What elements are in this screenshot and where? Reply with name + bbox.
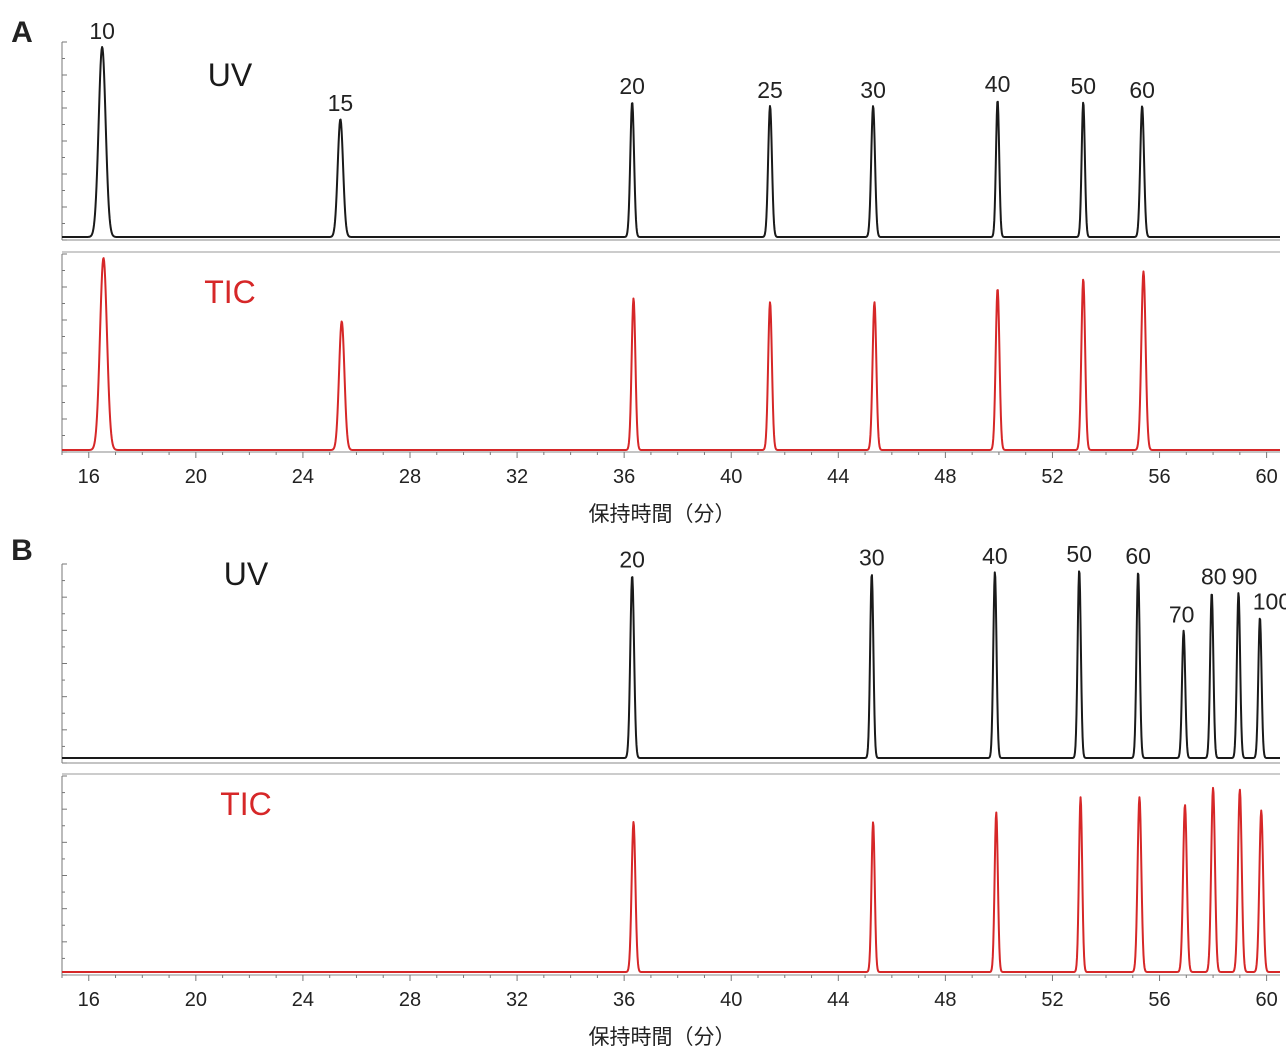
x-axis-title: 保持時間（分）	[589, 1025, 736, 1049]
x-tick-label: 20	[185, 989, 207, 1011]
series-line-tic	[61, 257, 1281, 451]
peak-label: 70	[1169, 602, 1195, 628]
x-tick-label: 52	[1041, 989, 1063, 1011]
x-tick-label: 56	[1148, 989, 1170, 1011]
x-tick-label: 16	[78, 466, 100, 488]
peak-label: 50	[1066, 541, 1092, 567]
panel-a: A UV 10 15 20 25 30 40 50 60 TIC 16 20 24 28 32 36 40 44 48…	[11, 16, 1281, 526]
x-tick-label: 16	[78, 989, 100, 1011]
x-axis: 16 20 24 28 32 36 40 44 48 52 56 60 保持時間（分）	[61, 452, 1278, 526]
trace-tic: TIC	[61, 773, 1281, 976]
peak-label: 40	[985, 71, 1011, 97]
peak-label: 50	[1070, 73, 1096, 99]
peak-label: 60	[1129, 77, 1155, 103]
peak-label: 25	[757, 77, 783, 103]
x-axis-title: 保持時間（分）	[589, 502, 736, 526]
x-tick-label: 32	[506, 466, 528, 488]
peak-label: 30	[860, 77, 886, 103]
x-tick-label: 24	[292, 989, 314, 1011]
panel-letter: A	[11, 16, 33, 49]
series-line-uv	[61, 46, 1281, 238]
series-label: UV	[208, 57, 253, 93]
peak-label: 60	[1125, 543, 1151, 569]
series-label: UV	[224, 556, 269, 592]
peak-label: 15	[328, 90, 354, 116]
x-axis: 16 20 24 28 32 36 40 44 48 52 56 60 保持時間（分）	[61, 975, 1278, 1049]
series-label: TIC	[204, 274, 256, 310]
x-tick-label: 60	[1255, 989, 1277, 1011]
peak-label: 80	[1201, 564, 1227, 590]
series-line-tic	[61, 786, 1281, 973]
peak-label: 40	[982, 543, 1008, 569]
peak-label: 100	[1253, 588, 1286, 614]
trace-uv: UV 10 15 20 25 30 40 50 60	[61, 18, 1281, 241]
trace-tic: TIC	[61, 251, 1281, 453]
series-line-uv	[61, 570, 1281, 759]
x-tick-label: 36	[613, 466, 635, 488]
x-tick-label: 40	[720, 466, 742, 488]
x-tick-label: 56	[1148, 466, 1170, 488]
x-tick-label: 24	[292, 466, 314, 488]
peak-label: 10	[89, 18, 115, 44]
series-label: TIC	[220, 786, 272, 822]
x-tick-label: 36	[613, 989, 635, 1011]
peak-label: 30	[859, 545, 885, 571]
panel-letter: B	[11, 534, 33, 567]
x-tick-label: 60	[1255, 466, 1277, 488]
x-tick-label: 44	[827, 989, 849, 1011]
x-tick-label: 40	[720, 989, 742, 1011]
x-tick-label: 48	[934, 466, 956, 488]
x-tick-label: 52	[1041, 466, 1063, 488]
peak-label: 90	[1232, 564, 1258, 590]
x-tick-label: 20	[185, 466, 207, 488]
x-tick-label: 28	[399, 466, 421, 488]
peak-label: 20	[619, 547, 645, 573]
x-tick-label: 28	[399, 989, 421, 1011]
x-tick-label: 32	[506, 989, 528, 1011]
x-tick-label: 44	[827, 466, 849, 488]
peak-label: 20	[619, 73, 645, 99]
x-tick-label: 48	[934, 989, 956, 1011]
